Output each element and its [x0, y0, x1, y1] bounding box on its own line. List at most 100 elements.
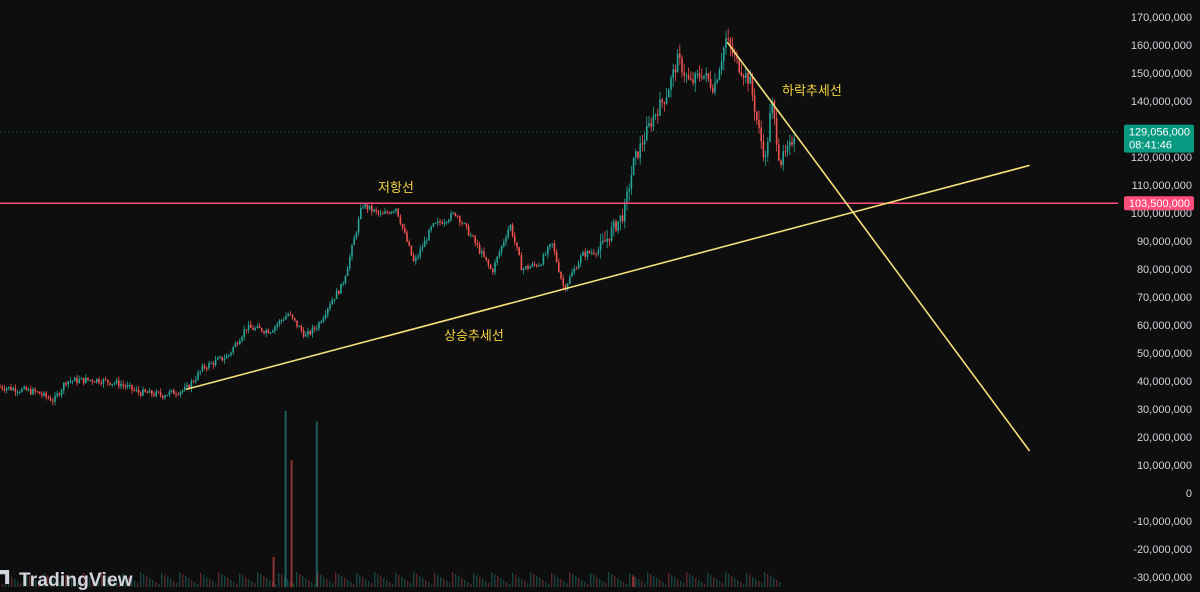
volume-bar	[560, 579, 562, 587]
candle-body	[786, 145, 789, 152]
resistance-annotation[interactable]: 저항선	[378, 181, 414, 196]
candle-body	[668, 89, 670, 98]
volume-bar	[434, 573, 436, 587]
volume-bar	[764, 572, 766, 587]
volume-bar	[662, 582, 664, 587]
volume-bar	[311, 582, 313, 587]
candle-body	[498, 252, 501, 257]
price-axis-tick: 80,000,000	[1137, 264, 1192, 276]
price-axis-tick: 70,000,000	[1137, 292, 1192, 304]
candle-body	[300, 326, 303, 331]
candle-body	[593, 252, 595, 254]
volume-bar	[440, 577, 442, 587]
candle-body	[100, 382, 102, 384]
volume-bar	[749, 575, 751, 587]
volume-bar	[530, 572, 532, 587]
volume-bar	[86, 575, 88, 587]
candle-body	[322, 317, 325, 322]
volume-bar	[305, 578, 307, 587]
volume-bar	[374, 572, 376, 587]
volume-bar	[470, 584, 472, 587]
candle-body	[760, 127, 762, 142]
candle-body	[582, 252, 584, 256]
volume-bar	[176, 583, 178, 587]
downtrend-annotation[interactable]: 하락추세선	[782, 84, 842, 99]
volume-bar	[59, 583, 61, 587]
volume-bar	[317, 573, 319, 587]
candle-body	[736, 55, 738, 59]
volume-bar	[458, 576, 460, 587]
volume-bar	[239, 573, 241, 587]
volume-bar	[704, 584, 706, 587]
candle-body	[362, 207, 364, 209]
candle-body	[494, 262, 496, 273]
volume-bar	[359, 575, 361, 587]
volume-bar	[284, 411, 287, 587]
candle-body	[714, 82, 716, 93]
candle-body	[199, 371, 201, 373]
volume-bar	[506, 582, 508, 587]
candle-body	[311, 327, 314, 335]
candle-body	[375, 209, 377, 212]
candle-body	[654, 114, 657, 116]
candle-body	[261, 328, 263, 332]
price-axis-tick: 10,000,000	[1137, 460, 1192, 472]
candle-body	[386, 211, 388, 213]
candle-body	[272, 330, 274, 333]
volume-bar	[494, 574, 496, 587]
volume-bar	[425, 580, 427, 587]
volume-bar	[350, 582, 352, 587]
uptrend-annotation[interactable]: 상승추세선	[444, 329, 504, 344]
candle-body	[346, 268, 349, 276]
candle-body	[368, 205, 371, 210]
volume-bar	[44, 573, 46, 587]
candle-body	[514, 236, 516, 243]
volume-bar	[542, 580, 544, 587]
candle-body	[762, 141, 765, 158]
price-axis-tick: 160,000,000	[1131, 40, 1192, 52]
candle-body	[355, 232, 358, 238]
volume-bar	[716, 579, 718, 587]
volume-bar	[362, 577, 364, 587]
candle-body	[516, 242, 518, 248]
candle-body	[307, 331, 309, 335]
uptrend-line[interactable]	[185, 164, 1030, 391]
volume-bar	[320, 575, 322, 587]
price-axis-tick: 50,000,000	[1137, 348, 1192, 360]
candle-body	[333, 299, 336, 301]
volume-bar	[185, 576, 187, 587]
candle-body	[151, 390, 153, 395]
candle-body	[41, 394, 43, 396]
candle-body	[184, 386, 186, 391]
volume-bar	[710, 575, 712, 587]
volume-bar	[308, 580, 310, 587]
volume-bar	[149, 578, 151, 587]
downtrend-line[interactable]	[726, 41, 1031, 452]
candle-body	[657, 114, 659, 116]
volume-bar	[386, 580, 388, 587]
candle-body	[575, 268, 578, 270]
volume-bar	[698, 580, 700, 587]
volume-bar	[266, 578, 268, 587]
volume-histogram	[2, 411, 781, 587]
candle-body	[580, 255, 582, 264]
candle-body	[159, 392, 162, 396]
candle-body	[177, 394, 179, 396]
volume-bar	[152, 580, 154, 587]
candle-body	[428, 229, 430, 241]
candle-body	[82, 377, 85, 384]
candle-body	[63, 382, 65, 391]
candle-body	[329, 304, 331, 309]
candle-body	[276, 324, 278, 327]
candle-body	[452, 212, 454, 214]
volume-bar	[446, 581, 448, 587]
volume-bar	[518, 577, 520, 587]
volume-bar	[599, 579, 601, 587]
volume-bar	[356, 573, 358, 587]
volume-bar	[140, 572, 142, 587]
candle-body	[599, 242, 602, 251]
volume-bar	[53, 579, 55, 587]
candle-body	[137, 389, 140, 393]
candle-body	[225, 355, 228, 359]
